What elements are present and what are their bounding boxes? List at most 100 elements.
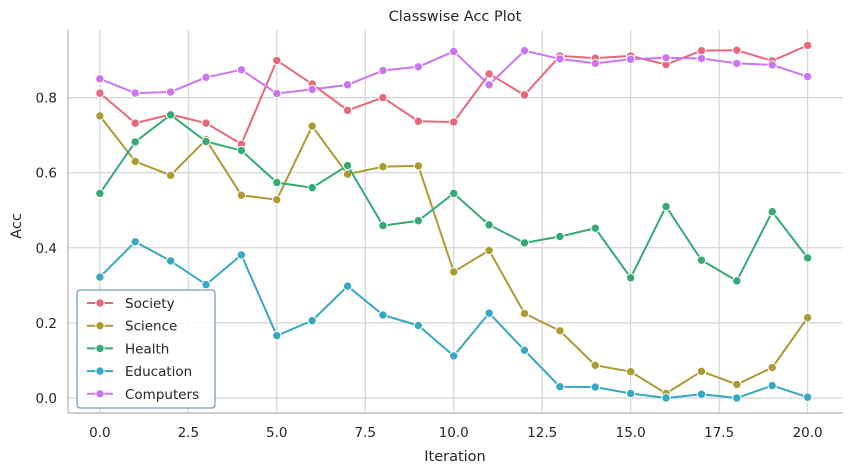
data-point-society xyxy=(378,92,388,103)
data-point-education xyxy=(165,256,176,266)
data-point-computers xyxy=(307,84,317,95)
data-point-science xyxy=(732,379,742,390)
series-layer xyxy=(95,40,813,403)
data-point-computers xyxy=(625,54,636,64)
data-point-education xyxy=(272,330,282,341)
y-tick-label: 0.6 xyxy=(36,166,57,182)
y-tick-label: 0.2 xyxy=(36,316,57,332)
data-point-society xyxy=(95,88,105,98)
legend-label: Health xyxy=(125,341,169,357)
x-tick-label: 20.0 xyxy=(793,425,823,441)
data-point-computers xyxy=(449,46,459,57)
series-computers xyxy=(95,45,813,99)
series-health xyxy=(95,110,813,286)
data-point-education xyxy=(767,380,777,391)
data-point-society xyxy=(413,116,424,126)
legend-label: Computers xyxy=(125,387,199,403)
data-point-science xyxy=(590,360,600,371)
legend-swatch-marker xyxy=(95,321,105,331)
legend-swatch-marker xyxy=(95,389,105,399)
data-point-education xyxy=(95,272,105,282)
data-point-education xyxy=(342,281,353,291)
data-point-society xyxy=(802,40,813,51)
x-axis-ticks: 0.0 2.5 5.0 7.5 10.0 12.5 15.0 17.5 20.0 xyxy=(89,425,823,441)
data-point-health xyxy=(590,223,600,233)
data-point-health xyxy=(272,177,282,188)
data-point-society xyxy=(342,105,353,116)
y-tick-label: 0.0 xyxy=(36,391,57,407)
data-point-computers xyxy=(342,80,353,90)
data-point-science xyxy=(130,156,140,167)
data-point-health xyxy=(165,110,176,120)
data-point-education xyxy=(661,393,671,403)
x-tick-label: 2.5 xyxy=(178,425,199,441)
data-point-computers xyxy=(555,54,565,64)
data-point-computers xyxy=(95,74,105,84)
data-point-science xyxy=(95,111,105,121)
data-point-society xyxy=(449,117,459,127)
data-point-health xyxy=(484,220,494,230)
data-point-science xyxy=(307,121,317,131)
x-tick-label: 15.0 xyxy=(616,425,646,441)
legend-swatch-marker xyxy=(95,366,105,376)
y-tick-label: 0.4 xyxy=(36,241,57,257)
data-point-health xyxy=(95,188,105,199)
data-point-society xyxy=(519,90,530,100)
data-point-computers xyxy=(272,88,282,99)
data-point-education xyxy=(696,389,707,399)
data-point-computers xyxy=(413,62,424,72)
data-point-health xyxy=(767,207,777,217)
series-science xyxy=(95,111,813,399)
legend-item-society: Society xyxy=(87,296,175,312)
data-point-health xyxy=(307,183,317,193)
data-point-science xyxy=(767,362,777,373)
x-tick-label: 7.5 xyxy=(355,425,376,441)
series-education xyxy=(95,237,813,403)
data-point-science xyxy=(236,190,247,200)
data-point-health xyxy=(201,136,211,147)
legend-label: Society xyxy=(125,296,175,312)
data-point-computers xyxy=(165,87,176,97)
data-point-society xyxy=(201,118,211,128)
data-point-society xyxy=(272,55,282,66)
x-tick-label: 10.0 xyxy=(439,425,469,441)
data-point-computers xyxy=(519,45,530,56)
data-point-health xyxy=(236,145,247,156)
data-point-computers xyxy=(661,53,671,63)
y-axis-ticks: 0.0 0.2 0.4 0.6 0.8 xyxy=(36,91,57,407)
data-point-health xyxy=(696,255,707,265)
y-tick-label: 0.8 xyxy=(36,91,57,107)
data-point-science xyxy=(484,245,494,256)
data-point-science xyxy=(413,161,424,171)
legend-item-education: Education xyxy=(87,364,192,380)
data-point-education xyxy=(307,315,317,326)
data-point-education xyxy=(449,351,459,361)
legend-item-computers: Computers xyxy=(87,387,199,403)
data-point-education xyxy=(201,279,211,290)
data-point-education xyxy=(236,250,247,260)
x-tick-label: 5.0 xyxy=(266,425,287,441)
data-point-health xyxy=(625,273,636,283)
data-point-education xyxy=(625,388,636,399)
chart-title: Classwise Acc Plot xyxy=(389,9,522,25)
data-point-computers xyxy=(696,53,707,64)
data-point-society xyxy=(732,45,742,55)
data-point-health xyxy=(449,188,459,199)
legend-swatch-marker xyxy=(95,343,105,354)
data-point-science xyxy=(555,326,565,336)
data-point-health xyxy=(413,216,424,226)
data-point-education xyxy=(590,382,600,392)
data-point-computers xyxy=(201,72,211,83)
data-point-computers xyxy=(732,58,742,69)
data-point-science xyxy=(272,195,282,205)
data-point-science xyxy=(519,308,530,319)
data-point-health xyxy=(130,137,140,147)
data-point-education xyxy=(484,308,494,318)
data-point-science xyxy=(625,366,636,377)
legend-box xyxy=(76,289,216,409)
data-point-education xyxy=(413,320,424,331)
data-point-health xyxy=(802,253,813,263)
x-tick-label: 17.5 xyxy=(704,425,734,441)
legend-label: Education xyxy=(125,364,192,380)
legend-item-health: Health xyxy=(87,341,169,357)
